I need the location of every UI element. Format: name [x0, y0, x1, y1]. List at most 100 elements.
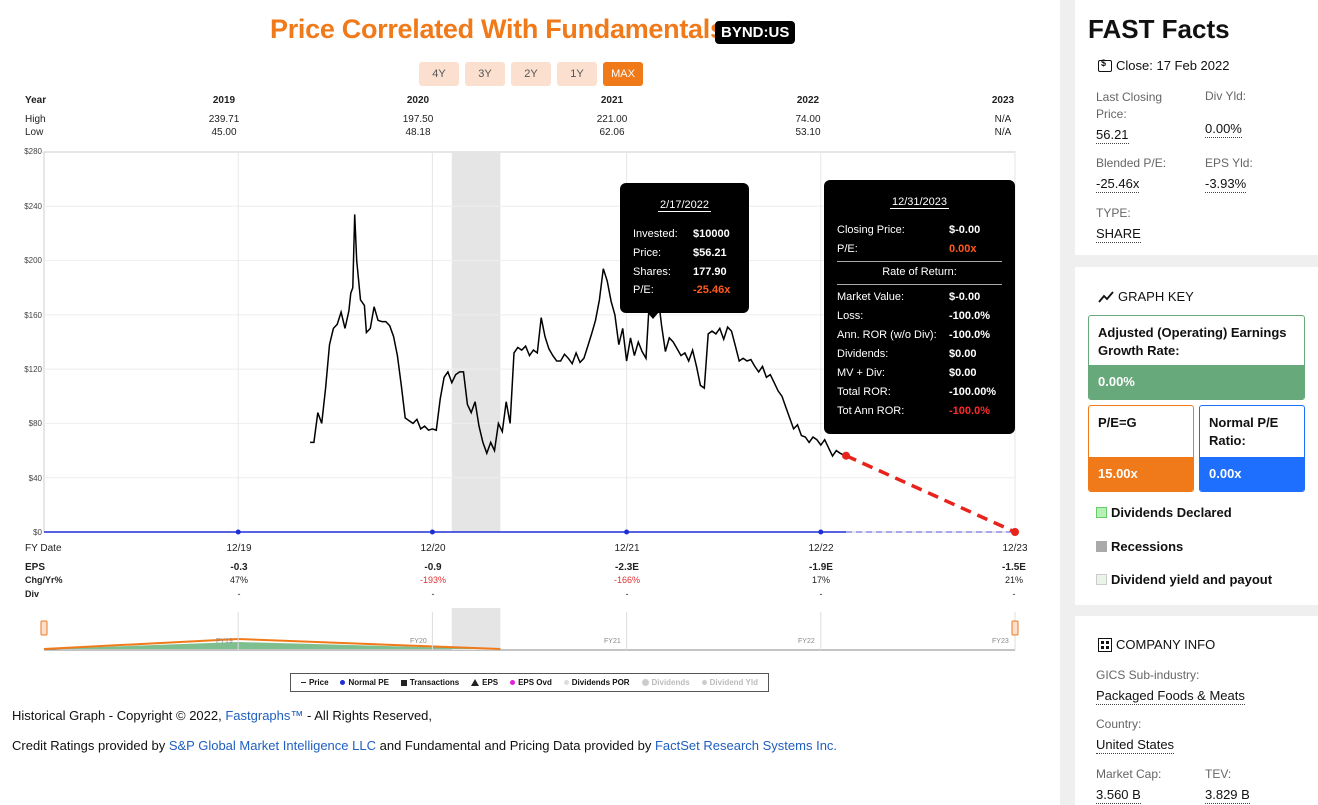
fast-facts-card: FAST Facts Close: 17 Feb 2022 Last Closi… [1075, 0, 1318, 255]
tooltip-value: -100.00% [949, 386, 997, 398]
light-swatch-icon [1096, 574, 1107, 585]
normal-pe-point [429, 529, 435, 535]
pe-g-key[interactable]: P/E=G 15.00x [1088, 405, 1194, 492]
footer-credits: Credit Ratings provided by S&P Global Ma… [12, 738, 838, 753]
last-close-value[interactable]: 56.21 [1096, 127, 1129, 144]
trend-line-icon [1098, 290, 1114, 303]
country-value[interactable]: United States [1096, 737, 1175, 754]
tooltip-label: P/E: [633, 284, 654, 296]
high-cell: 221.00 [596, 114, 628, 125]
year-label: Year [25, 95, 47, 106]
tooltip-label: Shares: [633, 266, 671, 278]
eps-cell: -2.3E [615, 562, 639, 573]
fast-facts-title: FAST Facts [1088, 14, 1230, 44]
y-tick-label: $120 [24, 365, 42, 374]
tooltip-value: $0.00 [949, 367, 977, 379]
footer-copyright: Historical Graph - Copyright © 2022, Fas… [12, 708, 433, 723]
company-info-title: COMPANY INFO [1098, 637, 1215, 652]
x-tick-label: 12/21 [614, 543, 640, 554]
low-cell: 62.06 [599, 127, 625, 138]
country-label: Country: [1096, 717, 1142, 731]
legend-item-price[interactable]: Price [300, 678, 329, 687]
range-button-3y[interactable]: 3Y [465, 62, 505, 86]
factset-link[interactable]: FactSet Research Systems Inc. [654, 738, 838, 753]
x-tick-label: 12/20 [420, 543, 446, 554]
tooltip-pointer [647, 312, 659, 319]
earnings-growth-key[interactable]: Adjusted (Operating) Earnings Growth Rat… [1088, 315, 1305, 400]
high-cell: 74.00 [795, 114, 821, 125]
range-button-1y[interactable]: 1Y [557, 62, 597, 86]
dividend-yield-key[interactable]: Dividend yield and payout [1096, 572, 1272, 587]
navigator-label: FY23 [992, 638, 1009, 645]
div-yld-value[interactable]: 0.00% [1205, 121, 1242, 138]
tooltip-value: $-0.00 [949, 291, 981, 303]
recessions-key[interactable]: Recessions [1096, 539, 1183, 554]
company-info-card: COMPANY INFO GICS Sub-industry: Packaged… [1075, 616, 1318, 805]
dividends-declared-key[interactable]: Dividends Declared [1096, 505, 1232, 520]
low-cell: 45.00 [211, 127, 237, 138]
legend-item-dividend-yld[interactable]: Dividend Yld [701, 678, 758, 687]
legend-item-eps-ovd[interactable]: EPS Ovd [510, 678, 552, 687]
normal-pe-key[interactable]: Normal P/E Ratio: 0.00x [1199, 405, 1305, 492]
tooltip-value: -25.46x [693, 284, 731, 296]
tooltip-label: Tot Ann ROR: [837, 405, 905, 417]
chg-cell: -166% [613, 575, 641, 585]
tooltip-label: Closing Price: [837, 224, 905, 236]
chg-cell: 17% [811, 575, 831, 585]
y-tick-label: $280 [24, 147, 42, 156]
legend-item-dividends[interactable]: Dividends [641, 678, 690, 687]
projection-line [845, 454, 1016, 534]
high-cell: N/A [994, 114, 1012, 125]
eps-yld-value[interactable]: -3.93% [1205, 176, 1247, 193]
y-tick-label: $200 [24, 256, 42, 265]
year-cell: 2019 [212, 95, 236, 106]
sp-global-link[interactable]: S&P Global Market Intelligence LLC [168, 738, 376, 753]
ticker-badge: BYND:US [715, 21, 796, 44]
green-swatch-icon [1096, 507, 1107, 518]
gics-value[interactable]: Packaged Foods & Meats [1096, 688, 1245, 705]
tooltip-divider [837, 284, 1002, 285]
range-button-max[interactable]: MAX [603, 62, 643, 86]
tooltip-date: 2/17/2022 [658, 199, 711, 212]
tooltip-date: 12/31/2023 [889, 196, 950, 209]
legend-item-dividends-por[interactable]: Dividends POR [563, 678, 630, 687]
chg-cell: 47% [229, 575, 249, 585]
legend-item-eps[interactable]: EPS [471, 678, 498, 687]
main-panel: Price Correlated With Fundamentals BYND:… [12, 14, 1028, 753]
chg-cell: -193% [419, 575, 447, 585]
legend-item-normal-pe[interactable]: Normal PE [340, 678, 389, 687]
tooltip-label: P/E: [837, 243, 858, 255]
blended-pe-value[interactable]: -25.46x [1096, 176, 1140, 193]
tooltip-value: $-0.00 [949, 224, 981, 236]
navigator-recession-band [451, 608, 501, 650]
range-button-4y[interactable]: 4Y [419, 62, 459, 86]
tooltip-label: Market Value: [837, 291, 905, 303]
gray-swatch-icon [1096, 541, 1107, 552]
low-cell: 53.10 [795, 127, 821, 138]
eps-cell: -0.9 [424, 562, 442, 573]
y-tick-label: $240 [24, 202, 42, 211]
gics-label: GICS Sub-industry: [1096, 668, 1200, 682]
year-cell: 2021 [600, 95, 624, 106]
div-cell: - [1012, 589, 1016, 599]
tooltip-value: -100.0% [949, 329, 990, 341]
range-button-2y[interactable]: 2Y [511, 62, 551, 86]
tooltip-label: Total ROR: [837, 386, 891, 398]
range-selector: 4Y 3Y 2Y 1Y MAX [419, 62, 643, 86]
type-value[interactable]: SHARE [1096, 226, 1141, 243]
tooltip-value: $10000 [693, 228, 730, 240]
year-cell: 2023 [991, 95, 1015, 106]
graph-key-title: GRAPH KEY [1098, 289, 1194, 304]
year-cell: 2022 [796, 95, 820, 106]
legend-item-transactions[interactable]: Transactions [400, 678, 459, 687]
eps-yld-label: EPS Yld: [1205, 156, 1253, 170]
fastgraphs-link[interactable]: Fastgraphs™ [225, 708, 304, 723]
chg-cell: 21% [1004, 575, 1024, 585]
tooltip-label: Loss: [837, 310, 864, 322]
tev-value[interactable]: 3.829 B [1205, 787, 1250, 804]
market-cap-value[interactable]: 3.560 B [1096, 787, 1141, 804]
eps-row-label: EPS [25, 562, 46, 573]
navigator-label: FY21 [604, 638, 621, 645]
normal-pe-point [818, 529, 824, 535]
chg-row-label: Chg/Yr% [25, 575, 63, 585]
